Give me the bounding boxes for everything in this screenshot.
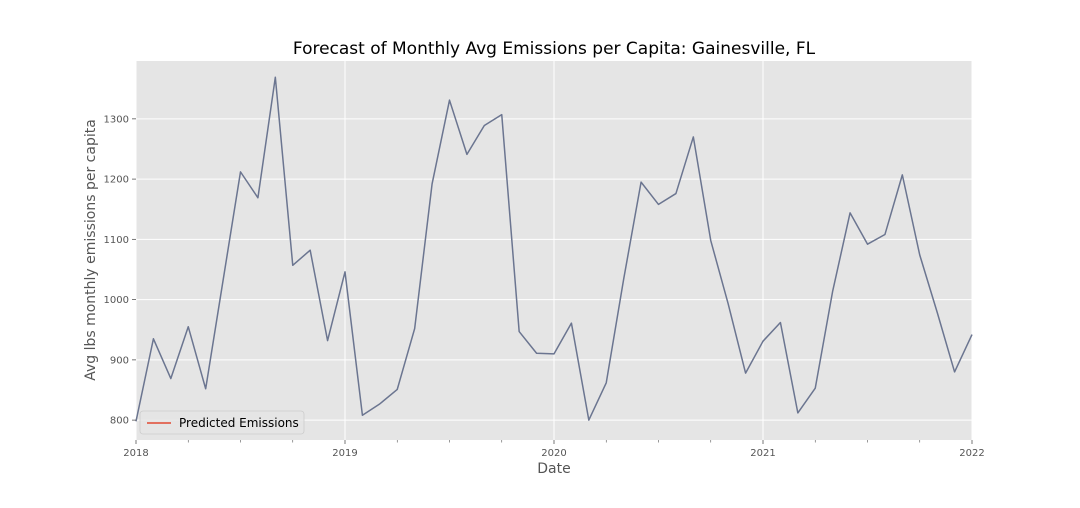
x-tick-label: 2021 [750, 448, 775, 459]
y-axis-title: Avg lbs monthly emissions per capita [83, 119, 99, 381]
x-axis-title: Date [537, 461, 570, 477]
y-tick-label: 800 [110, 416, 129, 427]
y-tick-label: 1000 [104, 295, 129, 306]
y-tick-label: 1100 [104, 235, 129, 246]
legend-box [139, 410, 305, 435]
series-layer [135, 76, 973, 422]
x-tick-label: 2020 [541, 448, 566, 459]
x-tick-label: 2018 [123, 448, 148, 459]
x-tick-label: 2019 [332, 448, 357, 459]
series-line [135, 76, 973, 422]
grid-lines [135, 61, 973, 440]
y-tick-label: 1200 [104, 175, 129, 186]
axis-ticks: 800 900 1000 1100 1200 1300 2018 2019 2020 2021 20… [104, 114, 985, 459]
x-tick-label: 2022 [959, 448, 984, 459]
legend-label: Predicted Emissions [179, 416, 299, 430]
y-tick-label: 900 [110, 355, 129, 366]
legend: Predicted Emissions [139, 410, 305, 435]
chart-title: Forecast of Monthly Avg Emissions per Ca… [293, 39, 816, 59]
y-tick-label: 1300 [104, 114, 129, 125]
